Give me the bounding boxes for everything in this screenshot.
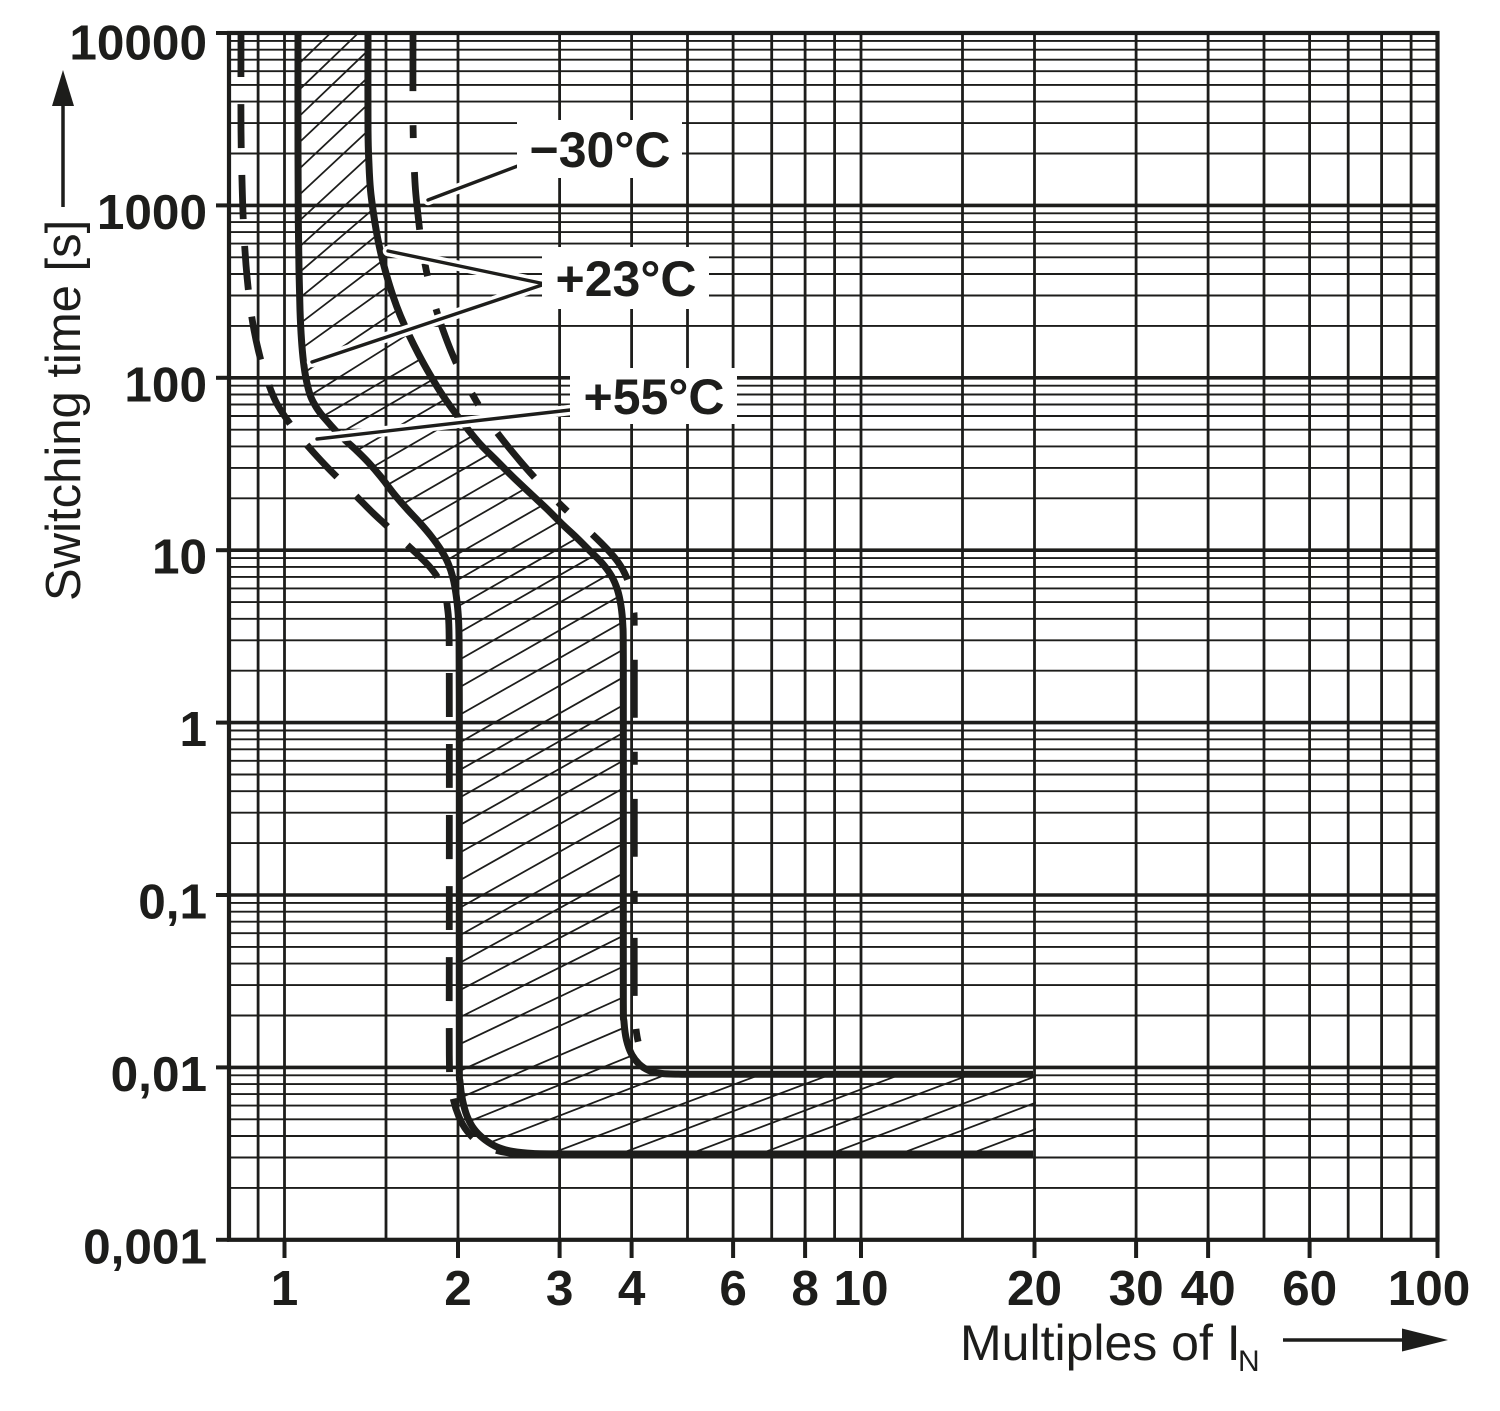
svg-text:−30°C: −30°C: [530, 122, 671, 178]
svg-text:60: 60: [1282, 1261, 1337, 1316]
svg-text:1000: 1000: [97, 185, 207, 240]
svg-text:4: 4: [618, 1261, 646, 1316]
svg-text:1: 1: [179, 702, 207, 757]
svg-text:0,001: 0,001: [83, 1219, 207, 1274]
svg-text:Switching time [s]: Switching time [s]: [37, 220, 91, 601]
svg-text:20: 20: [1007, 1261, 1062, 1316]
svg-text:+23°C: +23°C: [556, 251, 697, 307]
svg-text:10000: 10000: [69, 16, 207, 71]
svg-text:2: 2: [444, 1261, 472, 1316]
svg-text:Multiples of I: Multiples of I: [960, 1315, 1241, 1371]
svg-text:0,1: 0,1: [138, 875, 207, 930]
svg-text:1: 1: [271, 1261, 299, 1316]
svg-text:3: 3: [546, 1261, 574, 1316]
svg-text:10: 10: [152, 530, 207, 585]
svg-text:10: 10: [833, 1261, 888, 1316]
svg-text:6: 6: [719, 1261, 747, 1316]
svg-text:N: N: [1238, 1345, 1260, 1378]
svg-text:40: 40: [1181, 1261, 1236, 1316]
svg-text:100: 100: [1388, 1261, 1471, 1316]
svg-text:+55°C: +55°C: [584, 369, 725, 425]
svg-text:100: 100: [124, 357, 207, 412]
svg-text:0,01: 0,01: [111, 1047, 207, 1102]
svg-text:30: 30: [1109, 1261, 1164, 1316]
svg-text:8: 8: [791, 1261, 819, 1316]
